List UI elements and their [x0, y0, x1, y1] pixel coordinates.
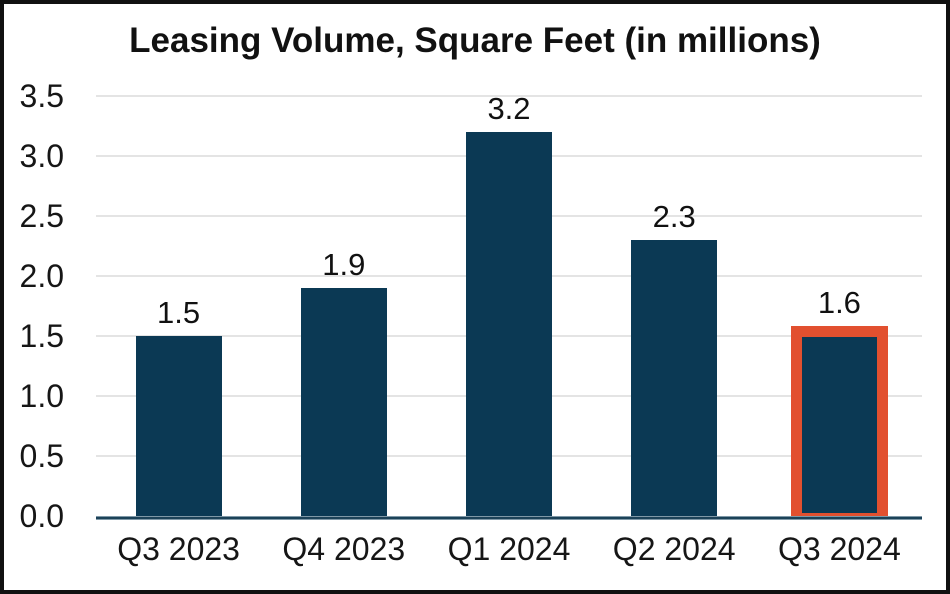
y-axis-tick-label: 1.0 [19, 378, 64, 414]
x-axis-tick-label: Q4 2023 [282, 531, 406, 567]
bar-value-label: 1.9 [322, 247, 366, 282]
y-axis-tick-label: 3.5 [19, 78, 64, 114]
x-axis-line [96, 516, 922, 520]
y-axis-tick-label: 1.5 [19, 318, 64, 354]
chart-title: Leasing Volume, Square Feet (in millions… [129, 21, 821, 60]
x-axis-tick-label: Q3 2024 [778, 531, 901, 567]
plot-area: 0.0 0.5 1.0 1.5 2.0 2.5 3.0 3.5 1.5 Q3 2023 1.9 Q4 … [4, 4, 946, 590]
x-axis-tick-label: Q2 2024 [612, 531, 736, 567]
bar [466, 132, 552, 516]
bar-value-label: 1.5 [157, 295, 201, 330]
bar-value-label: 1.6 [817, 285, 861, 320]
y-axis-tick-label: 0.5 [19, 438, 64, 474]
x-axis-tick-label: Q1 2024 [447, 531, 571, 567]
y-axis-tick-label: 0.0 [19, 498, 64, 534]
bar-value-label: 3.2 [487, 91, 531, 126]
bar-value-label: 2.3 [652, 199, 696, 234]
y-axis-tick-label: 3.0 [19, 138, 64, 174]
x-axis-tick-label: Q3 2023 [117, 531, 240, 567]
gridline [96, 95, 922, 97]
bar [135, 336, 222, 516]
y-axis-tick-label: 2.0 [19, 258, 64, 294]
bar [300, 288, 387, 516]
bar-highlighted [790, 326, 888, 518]
y-axis-tick-label: 2.5 [19, 198, 64, 234]
bar [631, 240, 718, 516]
